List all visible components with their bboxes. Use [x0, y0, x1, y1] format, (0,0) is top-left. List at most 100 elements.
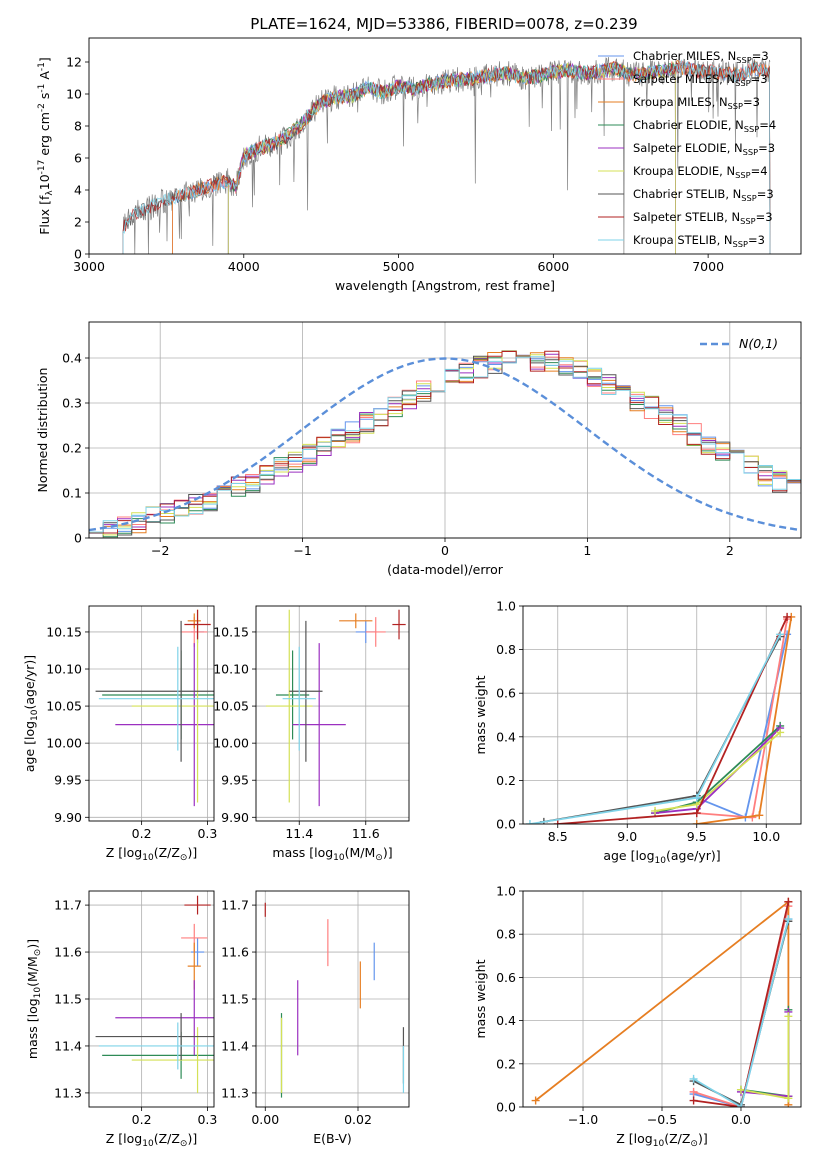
text-segment: -2	[37, 103, 47, 112]
text-segment: (M/M	[25, 956, 40, 987]
legend-label-normal: N(0,1)	[739, 336, 778, 351]
x-tick-label: −1	[293, 543, 311, 558]
text-segment: 10	[142, 1139, 154, 1149]
text-segment: =3	[756, 210, 773, 224]
text-segment: (age/yr)]	[22, 655, 37, 710]
weight-marker-kroupa_stelib	[776, 630, 785, 639]
axes-frame	[255, 605, 410, 822]
y-tick-label: 0.0	[496, 817, 516, 832]
y-tick-label: 10.05	[213, 699, 249, 714]
x-tick-label: 0.00	[251, 1112, 279, 1127]
y-tick-label: 11.5	[221, 992, 249, 1007]
x-tick-label: 4000	[228, 259, 260, 274]
text-segment: =3	[751, 72, 768, 86]
x-axis-label: E(B-V)	[313, 1131, 352, 1146]
text-segment: SSP	[741, 193, 756, 203]
text-segment: (Z/Z	[154, 1131, 180, 1146]
legend-label-chabrier_elodie: Chabrier ELODIE, NSSP=4	[633, 118, 776, 134]
text-segment: =3	[743, 95, 760, 109]
figure-title: PLATE=1624, MJD=53386, FIBERID=0078, z=0…	[250, 15, 637, 33]
weight-marker-kroupa_elodie	[784, 1012, 793, 1021]
plot-area-mass_vs_Z	[95, 895, 214, 1093]
legend-label-kroupa_stelib: Kroupa STELIB, NSSP=3	[633, 233, 765, 249]
text-segment: age [log	[603, 848, 654, 863]
text-segment: (M/M	[345, 845, 376, 860]
y-tick-label: 10.15	[46, 624, 82, 639]
y-axis-label: Flux [fλ10-17 erg cm-2 s-1 A-1]	[37, 57, 55, 235]
model-line-chabrier_miles	[172, 62, 771, 254]
x-tick-label: 9.0	[617, 829, 637, 844]
x-axis-label: (data-model)/error	[387, 562, 504, 577]
x-tick-label: 11.6	[352, 826, 380, 841]
plot-area-age_vs_Z	[95, 609, 214, 807]
text-segment: SSP	[743, 147, 758, 157]
text-segment: Z [log	[106, 1131, 142, 1146]
axes-weight_vs_Z: −1.0 −0.5 0.0 0.0 0.2 0.4 0.6 0.8 1.0 Z [log10(Z/…	[473, 884, 802, 1149]
y-tick-label: 1.0	[496, 884, 516, 899]
plot-area-age_vs_mass	[265, 609, 406, 807]
weight-marker-salpeter_stelib	[553, 820, 562, 824]
axes-spectrum: 3000 4000 5000 6000 7000 0 2 4 6 8 10 12 wavelength …	[37, 37, 802, 293]
weight-line-chabrier_elodie	[740, 1009, 790, 1098]
y-tick-label: 11.3	[221, 1085, 249, 1100]
y-tick-label: 11.7	[221, 898, 249, 913]
x-axis-label: mass [log10(M/M⊙)]	[272, 845, 392, 863]
x-axis-label: wavelength [Angstrom, rest frame]	[335, 278, 555, 293]
plot-area-residuals	[89, 350, 801, 538]
text-segment: SSP	[735, 78, 750, 88]
y-tick-label: 0	[74, 247, 82, 262]
text-segment: SSP	[735, 170, 750, 180]
text-segment: (Z/Z	[154, 845, 180, 860]
text-segment: N(0,1)	[739, 336, 778, 351]
x-tick-label: 10.0	[752, 829, 780, 844]
axes-mass_vs_ebv: 0.00 0.02 11.3 11.4 11.5 11.6 11.7 E(B-V)	[221, 890, 410, 1146]
plots-layer: 3000 4000 5000 6000 7000024681012wavelength …	[22, 37, 802, 1149]
text-segment: ⊙	[375, 853, 383, 863]
text-segment: Z [log	[106, 845, 142, 860]
text-segment: =3	[752, 49, 769, 63]
axes-frame	[88, 890, 215, 1108]
weight-line-kroupa_stelib	[529, 633, 781, 824]
y-tick-label: 11.3	[54, 1085, 82, 1100]
text-segment: Flux [f	[37, 195, 52, 235]
axes-frame	[522, 605, 802, 825]
model-line-kroupa_stelib	[122, 59, 771, 254]
text-segment: Z [log	[616, 1131, 652, 1146]
text-segment: SSP	[736, 55, 751, 65]
axes-frame	[88, 321, 802, 539]
text-segment: 10	[653, 1139, 665, 1149]
weight-line-chabrier_stelib	[543, 636, 781, 823]
model-line-chabrier_elodie	[227, 61, 676, 254]
y-tick-label: 0.1	[62, 486, 82, 501]
text-segment: ]	[37, 57, 52, 62]
x-tick-label: 0.2	[132, 826, 152, 841]
text-segment: Kroupa ELODIE, N	[633, 164, 735, 178]
text-segment: λ	[45, 190, 55, 196]
text-segment: 10	[655, 856, 667, 866]
axes-age_vs_mass: 11.4 11.6 9.90 9.95 10.00 10.05 10.10 10.15 mass…	[213, 605, 410, 863]
y-tick-label: 11.4	[221, 1038, 249, 1053]
weight-marker-kroupa_elodie	[776, 728, 785, 737]
x-tick-label: 0	[441, 543, 449, 558]
x-tick-label: 0.3	[197, 826, 217, 841]
y-tick-label: 10.10	[213, 662, 249, 677]
weight-line-salpeter_elodie	[740, 1012, 790, 1098]
weight-marker-kroupa_stelib	[736, 1103, 745, 1107]
y-tick-label: 12	[66, 55, 82, 70]
y-tick-label: 9.90	[54, 810, 82, 825]
y-tick-label: 0.6	[496, 686, 516, 701]
model-line-kroupa_elodie	[227, 60, 676, 254]
text-segment: )]	[187, 845, 197, 860]
y-tick-label: 0.3	[62, 396, 82, 411]
model-line-chabrier_stelib	[122, 61, 771, 254]
model-line-salpeter_elodie	[227, 61, 676, 254]
weight-line-kroupa_elodie	[740, 1016, 790, 1100]
text-segment: Chabrier STELIB, N	[633, 187, 741, 201]
y-tick-label: 11.5	[54, 992, 82, 1007]
text-segment: =3	[757, 187, 774, 201]
text-segment: Chabrier ELODIE, N	[633, 118, 744, 132]
model-line-salpeter_stelib	[122, 61, 771, 254]
axes-frame	[88, 605, 215, 822]
plot-area-weight_vs_age	[525, 612, 796, 824]
